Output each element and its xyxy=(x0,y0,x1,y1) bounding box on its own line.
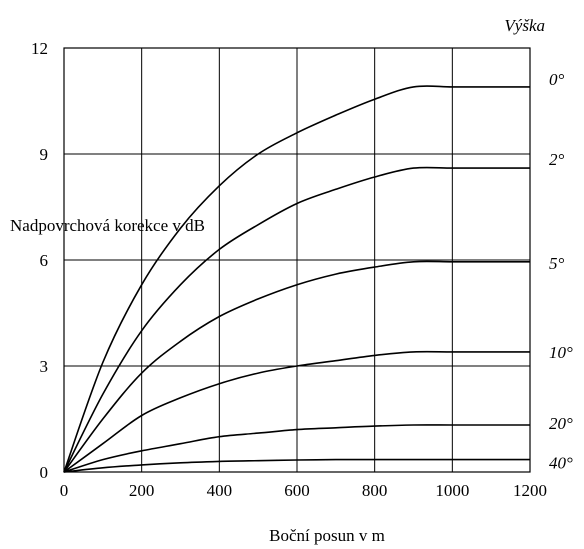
x-tick-label: 600 xyxy=(284,481,310,500)
series-label: 5° xyxy=(549,254,565,273)
y-tick-label: 12 xyxy=(31,39,48,58)
series-line xyxy=(63,350,530,473)
series-line xyxy=(63,458,530,473)
y-tick-label: 9 xyxy=(40,145,49,164)
series-label: 2° xyxy=(549,150,565,169)
legend-title: Výška xyxy=(504,16,545,35)
x-axis-title: Boční posun v m xyxy=(269,526,385,545)
series-label: 0° xyxy=(549,70,565,89)
series-label: 40° xyxy=(549,454,573,473)
x-tick-label: 1200 xyxy=(513,481,547,500)
series-line xyxy=(63,166,530,473)
series-line xyxy=(63,85,530,473)
y-tick-label: 3 xyxy=(40,357,49,376)
x-tick-label: 200 xyxy=(129,481,155,500)
series-label: 10° xyxy=(549,343,573,362)
y-tick-label: 0 xyxy=(40,463,49,482)
x-tick-label: 0 xyxy=(60,481,69,500)
y-tick-label: 6 xyxy=(40,251,49,270)
series-line xyxy=(63,424,530,473)
series-label: 20° xyxy=(549,414,573,433)
x-tick-label: 1000 xyxy=(435,481,469,500)
y-axis-title: Nadpovrchová korekce v dB xyxy=(10,216,205,235)
x-tick-label: 400 xyxy=(207,481,233,500)
grid xyxy=(63,47,531,473)
tick-labels: 0 200 400 600 800 1000 1200 0 3 6 9 12 0° 2° 5° 10° 20° 4… xyxy=(31,39,573,500)
x-tick-label: 800 xyxy=(362,481,388,500)
series-line xyxy=(63,260,530,473)
series-lines xyxy=(63,85,530,473)
